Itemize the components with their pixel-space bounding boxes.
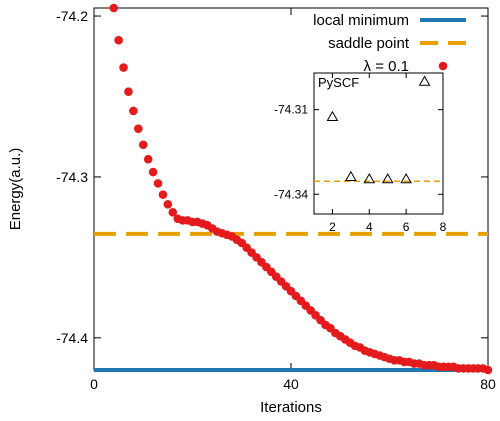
data-point — [168, 208, 178, 217]
x-tick-label: 0 — [90, 376, 98, 392]
data-point — [483, 365, 493, 375]
inset-y-tick-label: -74.34 — [274, 187, 308, 201]
data-point — [109, 3, 118, 13]
inset-frame — [313, 72, 444, 215]
inset-x-tick-label: 4 — [366, 220, 373, 234]
inset-data-point — [418, 75, 431, 86]
legend: local minimum saddle point λ = 0.1 — [313, 12, 466, 75]
inset-data-point — [326, 110, 339, 121]
x-tick-label: 40 — [283, 376, 299, 392]
data-point — [158, 190, 168, 199]
y-tick-label: -74.4 — [56, 330, 88, 346]
data-point — [129, 106, 138, 116]
data-point — [124, 87, 133, 96]
data-point — [134, 124, 143, 133]
legend-swatch-lambda — [438, 61, 448, 71]
legend-label-local-minimum: local minimum — [313, 12, 409, 29]
y-tick-label: -74.3 — [56, 169, 88, 185]
inset-data-point — [400, 173, 413, 184]
data-point — [143, 154, 153, 164]
y-axis-label: Energy(a.u.) — [7, 148, 24, 231]
data-point — [114, 35, 123, 45]
data-point — [119, 63, 128, 72]
inset-x-tick-label: 2 — [329, 220, 336, 234]
x-axis-label: Iterations — [260, 399, 322, 416]
data-point — [138, 140, 148, 150]
data-point — [148, 167, 158, 177]
legend-label-lambda: λ = 0.1 — [364, 58, 409, 75]
inset-x-tick-label: 8 — [440, 220, 447, 234]
inset-data-point — [381, 173, 394, 184]
inset-x-tick-label: 6 — [403, 220, 410, 234]
legend-label-saddle-point: saddle point — [328, 35, 410, 52]
main-plot: 0 40 80 -74.2 -74.3 -74.4 Iterations Energy(a.u… — [7, 3, 496, 416]
inset-title: PySCF — [318, 75, 359, 90]
inset-data-point — [363, 173, 376, 184]
data-point — [163, 199, 173, 209]
inset-data-point — [344, 170, 357, 182]
data-point — [153, 179, 163, 188]
x-tick-label: 80 — [480, 376, 496, 392]
y-tick-label: -74.2 — [56, 8, 88, 24]
inset-plot: PySCF 2 4 6 8 -74.31 -74.34 — [274, 72, 447, 234]
inset-y-tick-label: -74.31 — [274, 103, 308, 117]
